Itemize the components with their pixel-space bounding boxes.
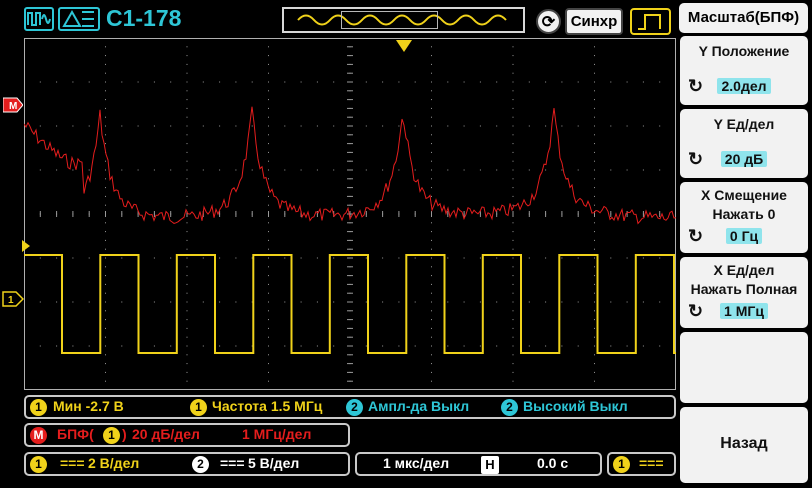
trigger-edge-button[interactable] xyxy=(630,8,671,35)
ch1-marker-label: 1 xyxy=(8,295,14,306)
x-offset-hint: Нажать 0 xyxy=(712,206,776,222)
x-scale-label: X Ед/дел xyxy=(713,262,775,278)
meas-amp-channel-badge: 2 xyxy=(346,399,363,416)
menu-y-position[interactable]: Y Положение ↻ 2.0дел xyxy=(680,36,808,105)
fft-label-suffix: ) xyxy=(122,426,127,442)
sync-button[interactable]: Синхр xyxy=(565,8,623,35)
meas-amplitude[interactable]: Ампл-да Выкл xyxy=(368,398,470,414)
ch2-scale[interactable]: 5 В/дел xyxy=(248,455,300,471)
knob-icon: ↻ xyxy=(688,300,704,321)
y-scale-value: 20 дБ xyxy=(720,151,768,167)
ch2-badge[interactable]: 2 xyxy=(192,456,209,473)
ch1-offset-marker[interactable]: 1 xyxy=(2,291,24,307)
ch1-badge[interactable]: 1 xyxy=(30,456,47,473)
math-badge: M xyxy=(30,427,47,444)
x-scale-hint: Нажать Полная xyxy=(690,281,798,297)
menu-y-scale[interactable]: Y Ед/дел ↻ 20 дБ xyxy=(680,109,808,178)
trigger-level-marker[interactable] xyxy=(22,240,30,252)
fft-status[interactable]: M БПФ( 1 ) 20 дБ/дел 1 МГц/дел xyxy=(24,423,350,447)
math-offset-marker[interactable]: M xyxy=(3,97,23,113)
meas-high-channel-badge: 2 xyxy=(501,399,518,416)
knob-icon: ↻ xyxy=(688,148,704,169)
fft-label-prefix: БПФ( xyxy=(57,426,94,442)
menu-title: Масштаб(БПФ) xyxy=(679,3,808,33)
graticule-border xyxy=(24,38,676,390)
refresh-icon: ⟳ xyxy=(541,13,556,31)
meas-min-channel-badge: 1 xyxy=(30,399,47,416)
back-button[interactable]: Назад xyxy=(680,407,808,483)
y-position-label: Y Положение xyxy=(698,43,790,59)
time-per-div[interactable]: 1 мкс/дел xyxy=(383,455,450,471)
meas-high[interactable]: Высокий Выкл xyxy=(523,398,628,414)
top-bar: С1-178 ⟳ Синхр xyxy=(0,0,676,38)
trigger-position-marker[interactable] xyxy=(396,40,412,52)
y-scale-label: Y Ед/дел xyxy=(713,116,775,132)
meas-frequency[interactable]: Частота 1.5 МГц xyxy=(212,398,323,414)
horizontal-position-icon: H xyxy=(481,456,499,474)
waveform-display xyxy=(24,38,676,390)
timebase-status: 1 мкс/дел H 0.0 с xyxy=(355,452,602,476)
fft-db-per-div: 20 дБ/дел xyxy=(132,426,200,442)
menu-x-scale[interactable]: X Ед/дел Нажать Полная ↻ 1 МГц xyxy=(680,257,808,328)
graticule xyxy=(24,38,676,390)
meas-freq-channel-badge: 1 xyxy=(190,399,207,416)
math-marker-label: M xyxy=(9,101,17,112)
menu-x-offset[interactable]: X Смещение Нажать 0 ↻ 0 Гц xyxy=(680,182,808,253)
trigger-coupling: === xyxy=(639,455,664,471)
meas-min[interactable]: Мин -2.7 В xyxy=(53,398,124,414)
rising-edge-icon xyxy=(638,14,661,30)
brand-logo-icon xyxy=(58,7,100,31)
ch2-coupling: === xyxy=(220,455,245,471)
x-offset-value: 0 Гц xyxy=(725,228,763,244)
ch1-scale[interactable]: 2 В/дел xyxy=(88,455,140,471)
menu-empty-slot xyxy=(680,332,808,403)
knob-icon: ↻ xyxy=(688,75,704,96)
fft-source-channel: 1 xyxy=(103,427,120,444)
knob-icon: ↻ xyxy=(688,225,704,246)
x-scale-value: 1 МГц xyxy=(720,303,768,319)
run-stop-button[interactable]: ⟳ xyxy=(536,9,561,34)
memory-overview xyxy=(282,7,525,33)
side-menu: Масштаб(БПФ) Y Положение ↻ 2.0дел Y Ед/д… xyxy=(676,0,812,488)
overview-waveform xyxy=(297,14,507,26)
x-offset-label: X Смещение xyxy=(701,187,787,203)
y-position-value: 2.0дел xyxy=(717,78,771,94)
fft-freq-per-div: 1 МГц/дел xyxy=(242,426,312,442)
brand-wave-icon xyxy=(24,7,54,31)
channel-status: 1 === 2 В/дел 2 === 5 В/дел xyxy=(24,452,350,476)
ch1-coupling: === xyxy=(60,455,85,471)
fft-trace xyxy=(24,106,676,225)
ch1-trace xyxy=(24,254,676,354)
horizontal-offset[interactable]: 0.0 с xyxy=(537,455,569,471)
measurement-bar: 1 Мин -2.7 В 1 Частота 1.5 МГц 2 Ампл-да… xyxy=(24,395,676,419)
trigger-source-badge: 1 xyxy=(613,456,630,473)
model-name: С1-178 xyxy=(106,5,182,31)
view-window-indicator[interactable] xyxy=(341,11,438,29)
trigger-status[interactable]: 1 === xyxy=(607,452,676,476)
